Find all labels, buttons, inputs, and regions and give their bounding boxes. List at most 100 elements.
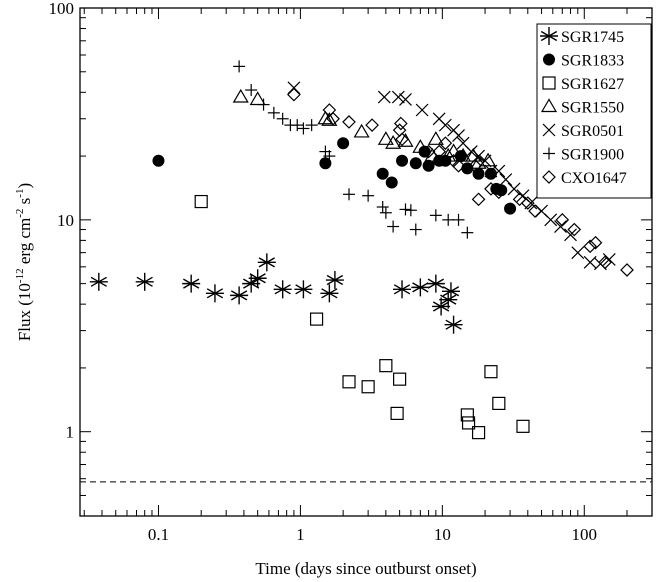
legend-marker-cxo1647 <box>542 170 556 184</box>
data-point-sgr1550 <box>445 143 462 158</box>
data-point-sgr1550 <box>455 147 472 162</box>
data-point-sgr1745 <box>182 274 201 293</box>
legend-marker-sgr1900 <box>543 147 555 160</box>
data-point-sgr1627 <box>516 419 530 433</box>
data-point-sgr0501 <box>602 253 616 266</box>
data-point-sgr1900 <box>245 84 258 97</box>
legend-label-cxo1647: CXO1647 <box>561 170 627 187</box>
data-point-sgr1833 <box>396 154 409 167</box>
data-point-sgr1627 <box>342 375 356 389</box>
data-point-sgr1627 <box>461 416 476 430</box>
data-point-cxo1647 <box>365 118 379 132</box>
data-point-cxo1647 <box>484 182 498 196</box>
data-point-sgr1900 <box>362 189 375 202</box>
data-point-sgr1745 <box>411 278 430 297</box>
data-point-sgr0501 <box>499 173 513 186</box>
data-point-sgr1900 <box>267 106 280 119</box>
data-point-sgr1550 <box>412 139 429 153</box>
data-point-sgr1627 <box>471 426 486 440</box>
legend-label-sgr1900: SGR1900 <box>561 147 624 164</box>
data-point-sgr1550 <box>353 123 370 138</box>
data-point-sgr1550 <box>385 135 402 149</box>
y-tick-label: 10 <box>57 211 74 230</box>
data-point-sgr1900 <box>442 213 455 226</box>
data-point-sgr1627 <box>194 194 208 209</box>
data-point-sgr1627 <box>390 406 404 421</box>
data-point-cxo1647 <box>528 204 542 218</box>
legend-marker-sgr1833 <box>543 53 555 66</box>
x-tick-label: 1 <box>296 525 305 544</box>
data-point-cxo1647 <box>471 192 486 207</box>
x-tick-label: 0.1 <box>148 525 169 544</box>
data-point-sgr0501 <box>391 90 405 104</box>
data-point-sgr0501 <box>438 118 452 132</box>
data-point-sgr1745 <box>257 253 276 272</box>
data-point-sgr1745 <box>320 284 339 303</box>
data-point-sgr1745 <box>393 280 412 299</box>
data-point-sgr1627 <box>484 365 498 379</box>
data-point-cxo1647 <box>395 132 409 147</box>
data-point-sgr1900 <box>376 200 389 213</box>
data-point-sgr1900 <box>387 220 400 233</box>
data-point-sgr1833 <box>418 145 431 158</box>
data-point-cxo1647 <box>555 212 570 227</box>
data-point-sgr1627 <box>393 372 407 386</box>
data-point-cxo1647 <box>512 192 527 207</box>
data-point-sgr1745 <box>135 272 154 291</box>
data-point-sgr0501 <box>544 213 558 227</box>
data-point-sgr0501 <box>492 164 506 178</box>
data-point-sgr1900 <box>305 119 318 132</box>
data-point-sgr1745 <box>89 272 108 291</box>
data-point-cxo1647 <box>620 263 634 277</box>
legend-marker-sgr0501 <box>542 123 556 137</box>
data-point-sgr1745 <box>248 269 267 288</box>
data-point-cxo1647 <box>468 158 482 173</box>
data-point-sgr0501 <box>564 228 577 242</box>
data-point-sgr1627 <box>492 396 506 411</box>
data-point-cxo1647 <box>598 255 612 270</box>
data-point-cxo1647 <box>287 87 301 102</box>
y-axis-label: Flux (10-12 erg cm-2 s-1) <box>14 183 34 341</box>
data-point-sgr1900 <box>297 122 310 135</box>
data-point-cxo1647 <box>438 136 453 151</box>
data-point-cxo1647 <box>421 144 436 159</box>
data-point-sgr1550 <box>397 133 414 147</box>
data-point-sgr1900 <box>276 112 289 125</box>
data-points <box>89 60 634 440</box>
data-point-sgr1745 <box>273 280 292 299</box>
x-axis-label: Time (days since outburst onset) <box>255 559 476 578</box>
data-point-sgr1550 <box>232 88 249 103</box>
y-label-part1: Flux (10 <box>15 283 34 341</box>
x-tick-labels: 0.1 1 10 100 <box>148 525 597 544</box>
y-label-exp3: -1 <box>14 189 26 198</box>
data-point-sgr0501 <box>377 90 391 104</box>
data-point-sgr0501 <box>399 93 412 106</box>
data-point-sgr1745 <box>205 284 224 303</box>
legend-label-sgr0501: SGR0501 <box>561 123 624 140</box>
data-point-cxo1647 <box>520 196 535 210</box>
data-point-sgr1900 <box>452 213 465 226</box>
data-point-cxo1647 <box>491 185 506 200</box>
legend-label-sgr1745: SGR1745 <box>561 29 624 46</box>
data-point-sgr1627 <box>460 408 474 422</box>
data-point-sgr0501 <box>507 182 521 196</box>
plot-frame <box>79 7 653 517</box>
y-tick-label: 1 <box>66 423 75 442</box>
x-ticks <box>83 8 653 516</box>
y-tick-label: 100 <box>49 0 75 18</box>
data-point-sgr1550 <box>377 131 394 145</box>
data-point-sgr0501 <box>554 220 567 233</box>
data-point-cxo1647 <box>342 115 356 129</box>
data-point-sgr1745 <box>230 286 249 305</box>
data-point-sgr1833 <box>472 167 485 180</box>
y-label-part4: ) <box>15 183 34 189</box>
data-point-sgr0501 <box>464 145 478 159</box>
legend-label-sgr1627: SGR1627 <box>561 76 624 93</box>
data-point-sgr1900 <box>343 188 356 201</box>
legend-label-sgr1833: SGR1833 <box>561 53 624 70</box>
data-point-sgr1745 <box>444 315 463 334</box>
data-point-sgr0501 <box>478 154 492 168</box>
x-tick-label: 10 <box>434 525 451 544</box>
data-point-sgr1550 <box>321 112 338 126</box>
